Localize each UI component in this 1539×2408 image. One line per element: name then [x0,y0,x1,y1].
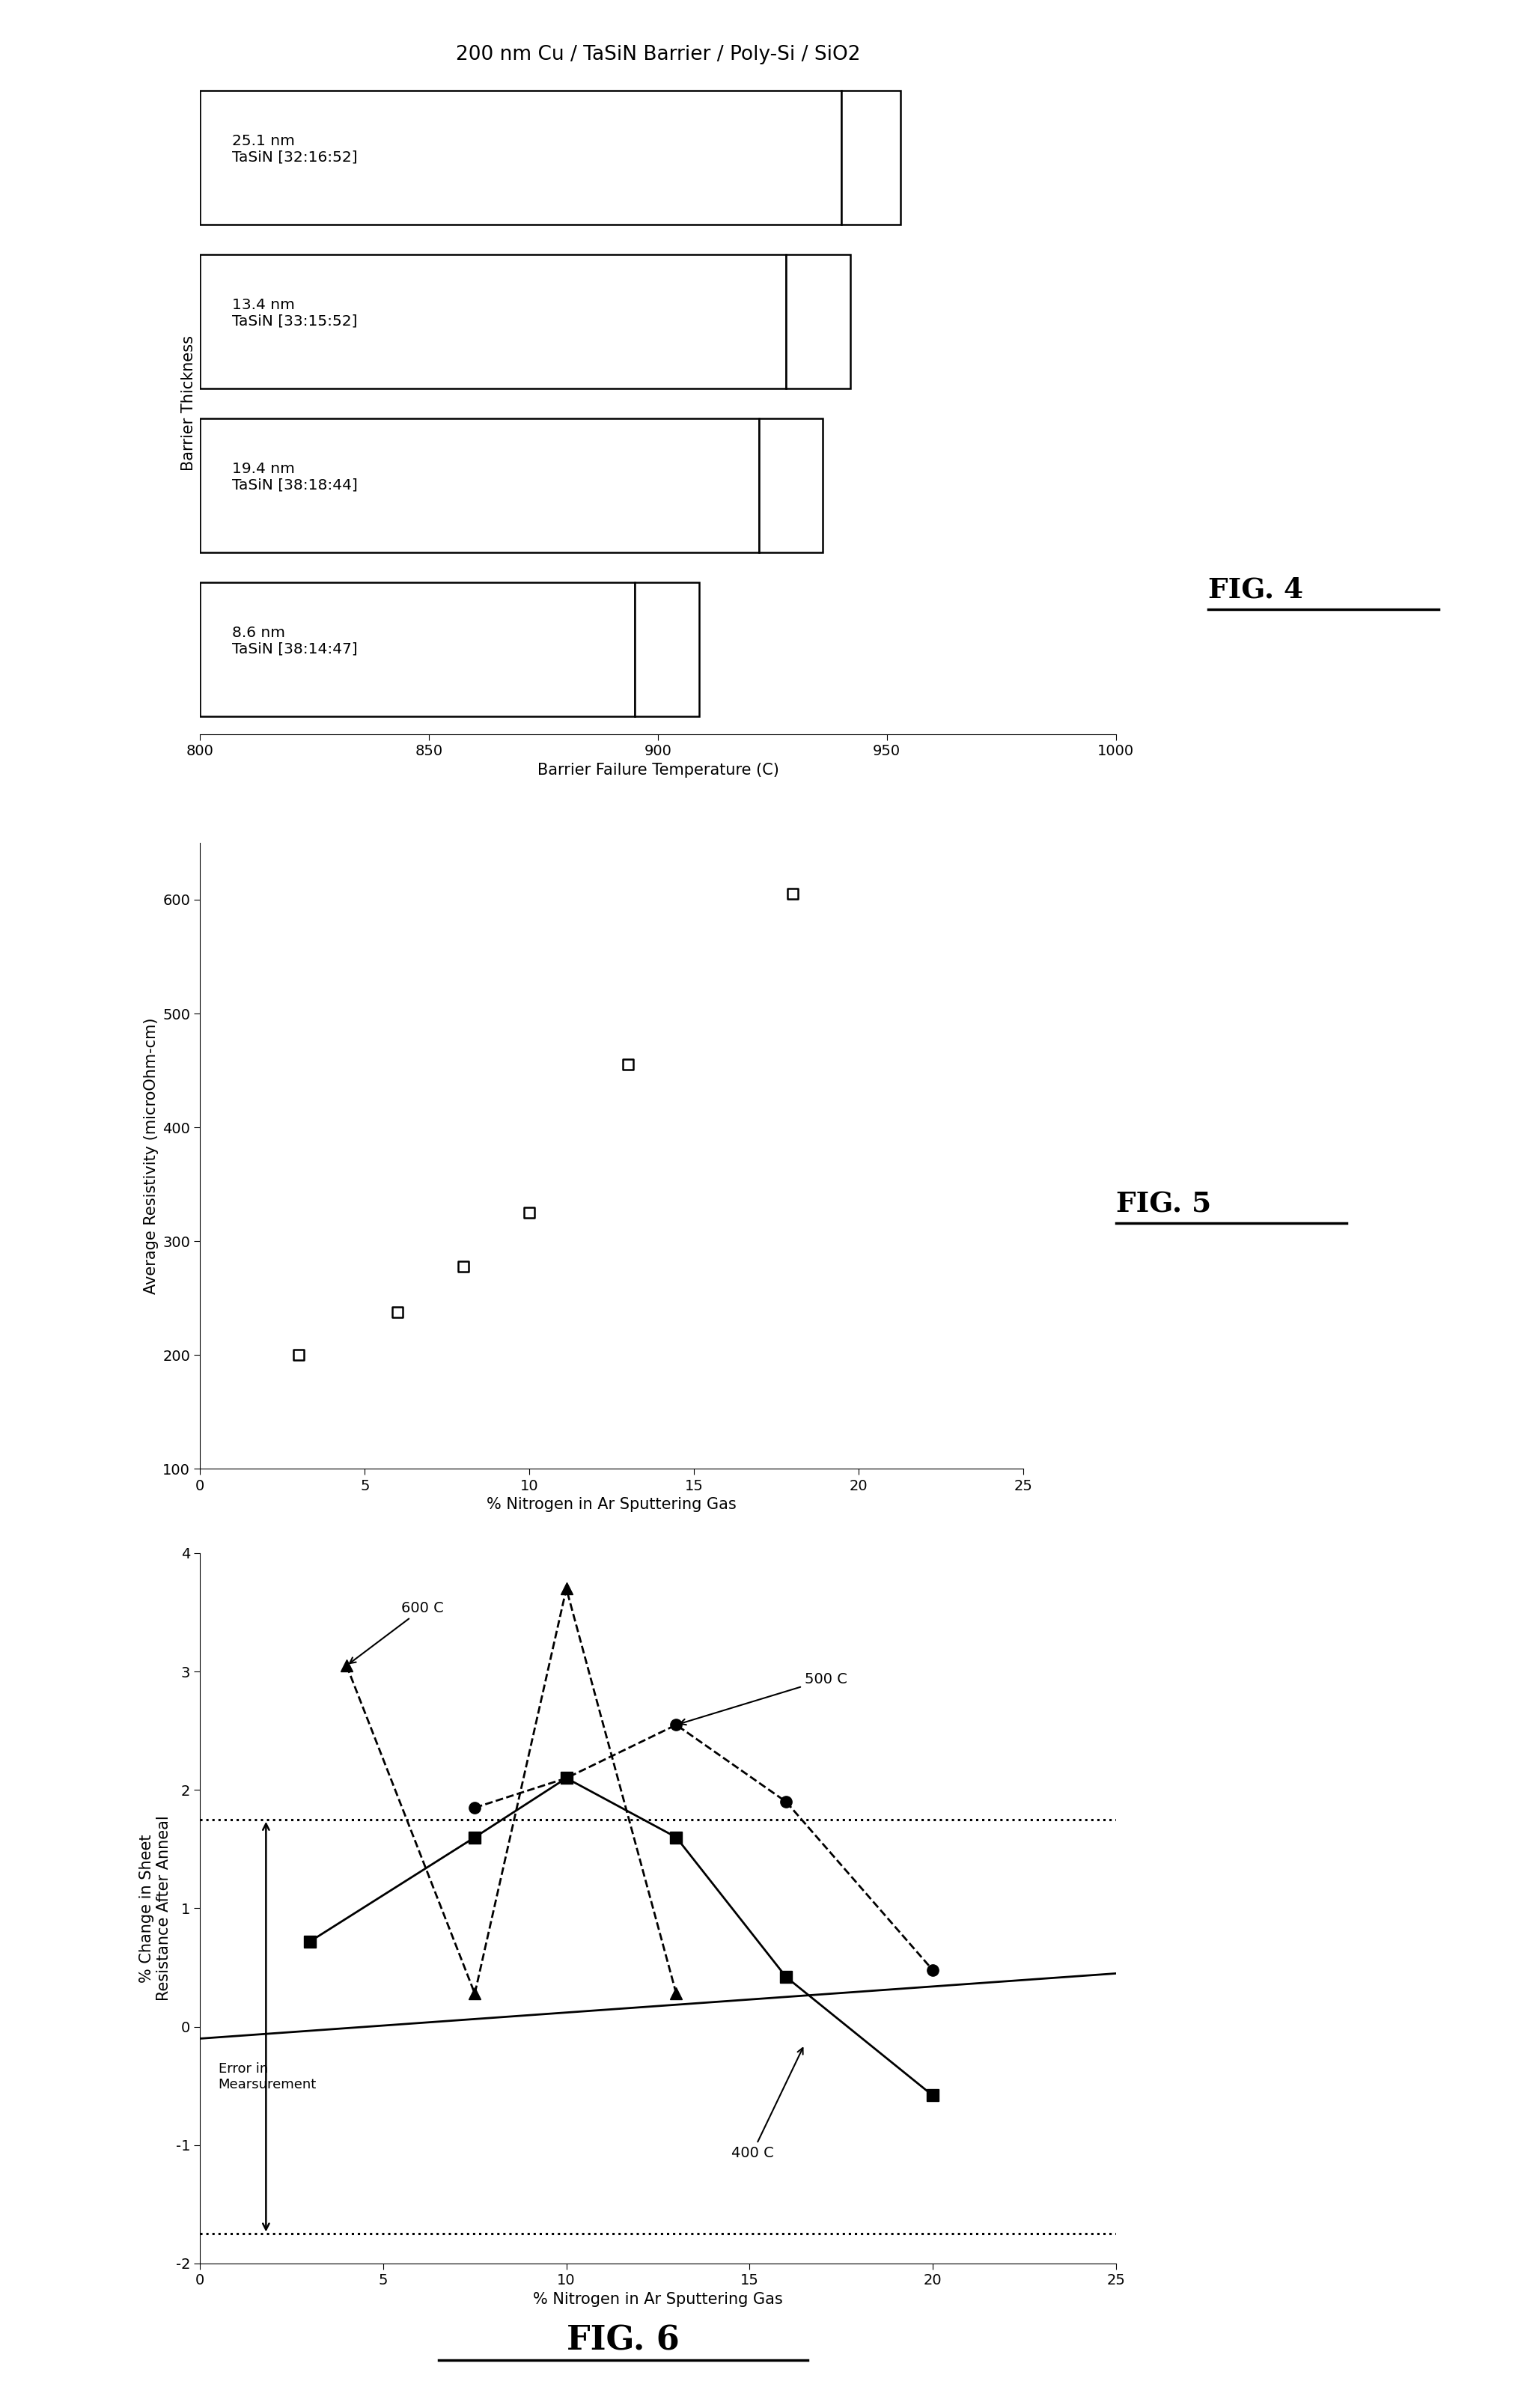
Title: 200 nm Cu / TaSiN Barrier / Poly-Si / SiO2: 200 nm Cu / TaSiN Barrier / Poly-Si / Si… [456,46,860,65]
Text: 8.6 nm
TaSiN [38:14:47]: 8.6 nm TaSiN [38:14:47] [232,626,357,657]
Bar [842,89,900,224]
Point [517,1194,542,1233]
Text: FIG. 4: FIG. 4 [1208,576,1304,604]
Point [780,874,805,913]
Point [616,1045,640,1084]
Text: 600 C: 600 C [349,1601,445,1664]
Point [385,1293,409,1332]
Point [451,1247,476,1286]
Text: FIG. 6: FIG. 6 [566,2324,680,2357]
Text: FIG. 5: FIG. 5 [1116,1190,1211,1218]
X-axis label: % Nitrogen in Ar Sputtering Gas: % Nitrogen in Ar Sputtering Gas [532,2292,783,2307]
X-axis label: Barrier Failure Temperature (C): Barrier Failure Temperature (C) [537,763,779,778]
Bar [200,419,759,551]
Y-axis label: % Change in Sheet
Resistance After Anneal: % Change in Sheet Resistance After Annea… [139,1816,171,2001]
Bar [759,419,823,551]
Text: 400 C: 400 C [731,2047,803,2160]
Bar [636,583,699,718]
Bar [200,89,840,224]
Y-axis label: Average Resistivity (microOhm-cm): Average Resistivity (microOhm-cm) [143,1019,159,1293]
Text: 500 C: 500 C [680,1671,846,1724]
Bar [200,255,786,388]
Text: 25.1 nm
TaSiN [32:16:52]: 25.1 nm TaSiN [32:16:52] [232,135,357,164]
Text: Error in
Mearsurement: Error in Mearsurement [219,2061,317,2090]
Bar [786,255,850,388]
Text: 13.4 nm
TaSiN [33:15:52]: 13.4 nm TaSiN [33:15:52] [232,299,357,327]
Text: 19.4 nm
TaSiN [38:18:44]: 19.4 nm TaSiN [38:18:44] [232,462,357,494]
X-axis label: % Nitrogen in Ar Sputtering Gas: % Nitrogen in Ar Sputtering Gas [486,1498,737,1512]
Bar [200,583,636,718]
Y-axis label: Barrier Thickness: Barrier Thickness [182,335,195,472]
Point [286,1336,311,1375]
